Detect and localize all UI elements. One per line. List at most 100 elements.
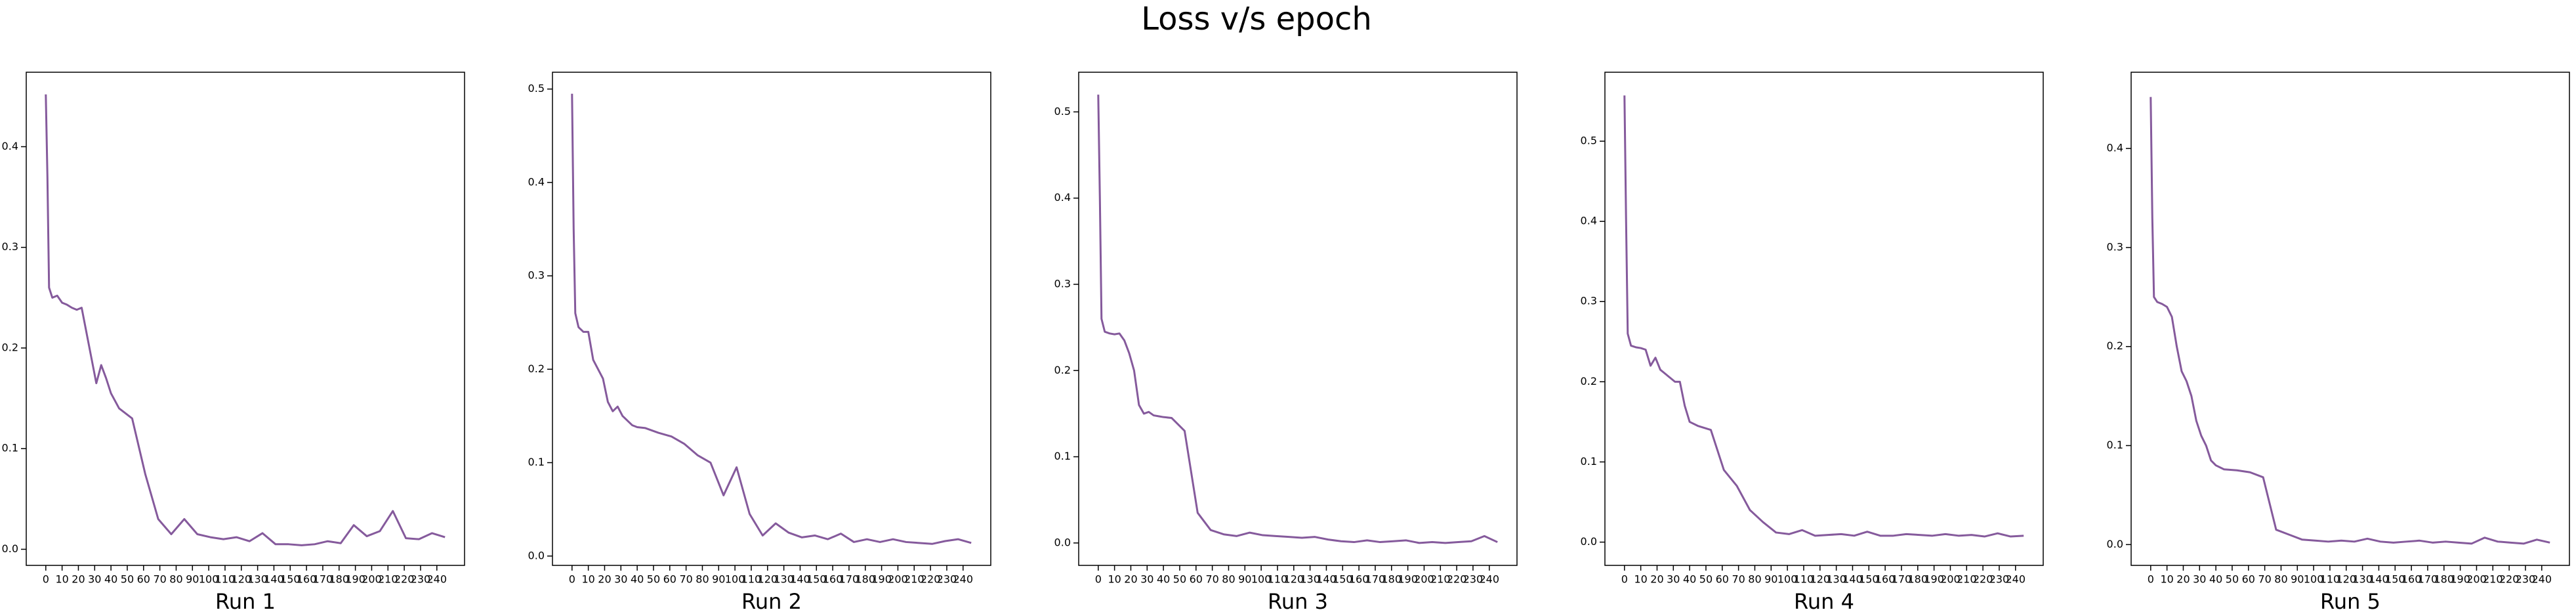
axes-frame [552,72,991,566]
x-tick-label: 140 [264,573,284,586]
y-tick-label: 0.0 [2107,538,2123,550]
y-tick-label: 0.0 [2,542,18,555]
y-tick-label: 0.4 [2,140,18,152]
x-tick-label: 190 [871,573,892,586]
loss-line [45,94,446,546]
x-tick-label: 30 [1140,573,1153,586]
figure-title: Loss v/s epoch [1141,1,1372,37]
y-tick-label: 0.5 [528,82,545,95]
y-tick-label: 0.4 [1054,191,1071,204]
x-tick-label: 40 [631,573,644,586]
x-tick-label: 160 [2401,573,2422,586]
x-tick-label: 210 [1957,573,1977,586]
loss-line [1623,95,2024,538]
x-tick-label: 130 [1826,573,1846,586]
y-tick-label: 0.3 [2,240,18,253]
x-tick-label: 90 [2291,573,2304,586]
x-tick-label: 190 [2450,573,2470,586]
y-tick-label: 0.1 [2,442,18,454]
y-tick-label: 0.3 [1054,277,1071,290]
x-tick-label: 20 [2176,573,2190,586]
x-tick-label: 50 [121,573,134,586]
x-tick-label: 100 [725,573,745,586]
x-tick-label: 80 [169,573,182,586]
x-tick-label: 160 [823,573,843,586]
x-tick-label: 60 [1190,573,1203,586]
x-tick-label: 210 [1430,573,1451,586]
x-tick-label: 180 [1382,573,1402,586]
x-tick-label: 230 [411,573,431,586]
x-tick-label: 10 [1108,573,1121,586]
x-tick-label: 100 [2304,573,2324,586]
x-tick-label: 60 [663,573,676,586]
loss-line [2150,97,2550,545]
y-tick-label: 0.0 [1054,536,1071,548]
x-tick-label: 70 [679,573,692,586]
y-tick-label: 0.3 [528,269,545,282]
x-tick-label: 40 [104,573,117,586]
x-tick-label: 130 [774,573,794,586]
x-tick-label: 180 [2434,573,2455,586]
x-tick-label: 170 [313,573,333,586]
x-tick-label: 70 [1205,573,1218,586]
y-tick-label: 0.5 [1581,135,1597,147]
x-tick-label: 60 [2242,573,2255,586]
y-tick-label: 0.2 [528,362,545,375]
x-tick-label: 80 [1222,573,1235,586]
y-tick-label: 0.0 [528,549,545,561]
x-tick-label: 130 [247,573,268,586]
y-tick-label: 0.2 [2,341,18,353]
x-tick-label: 240 [953,573,974,586]
x-tick-label: 70 [2258,573,2271,586]
x-tick-label: 110 [741,573,762,586]
x-tick-label: 240 [1480,573,1500,586]
x-tick-label: 190 [345,573,365,586]
x-tick-label: 0 [1621,573,1628,586]
loss-line [1097,95,1498,544]
x-tick-label: 40 [1683,573,1696,586]
y-tick-label: 0.1 [528,456,545,468]
x-tick-label: 0 [569,573,575,586]
x-tick-label: 200 [1940,573,1961,586]
x-tick-label: 0 [1095,573,1102,586]
x-tick-label: 220 [1973,573,1993,586]
x-tick-label: 150 [1859,573,1879,586]
x-tick-label: 120 [2337,573,2357,586]
x-tick-label: 140 [1316,573,1337,586]
x-tick-label: 210 [378,573,398,586]
x-tick-label: 180 [856,573,876,586]
x-tick-label: 0 [2148,573,2154,586]
x-tick-label: 20 [1124,573,1137,586]
x-tick-label: 190 [1924,573,1944,586]
x-tick-label: 140 [2369,573,2389,586]
x-tick-label: 120 [1284,573,1304,586]
x-tick-label: 30 [88,573,101,586]
x-tick-label: 180 [329,573,350,586]
x-tick-label: 200 [1414,573,1434,586]
x-tick-label: 110 [1268,573,1288,586]
x-tick-label: 110 [1794,573,1814,586]
x-tick-label: 200 [362,573,382,586]
x-tick-label: 150 [806,573,827,586]
x-tick-label: 100 [1251,573,1272,586]
x-tick-label: 150 [280,573,301,586]
x-tick-label: 60 [1716,573,1729,586]
x-tick-label: 20 [1650,573,1663,586]
x-tick-label: 10 [581,573,594,586]
y-tick-label: 0.2 [2107,339,2123,352]
x-tick-label: 40 [2209,573,2222,586]
x-tick-label: 110 [215,573,236,586]
x-tick-label: 30 [1667,573,1680,586]
y-tick-label: 0.3 [2107,240,2123,253]
x-tick-label: 150 [1333,573,1353,586]
x-tick-label: 220 [921,573,941,586]
x-tick-label: 50 [1173,573,1186,586]
x-tick-label: 90 [1238,573,1251,586]
x-tick-label: 220 [394,573,415,586]
x-tick-label: 90 [186,573,199,586]
y-tick-label: 0.3 [1581,295,1597,307]
x-tick-label: 80 [2274,573,2287,586]
x-tick-label: 200 [2466,573,2487,586]
